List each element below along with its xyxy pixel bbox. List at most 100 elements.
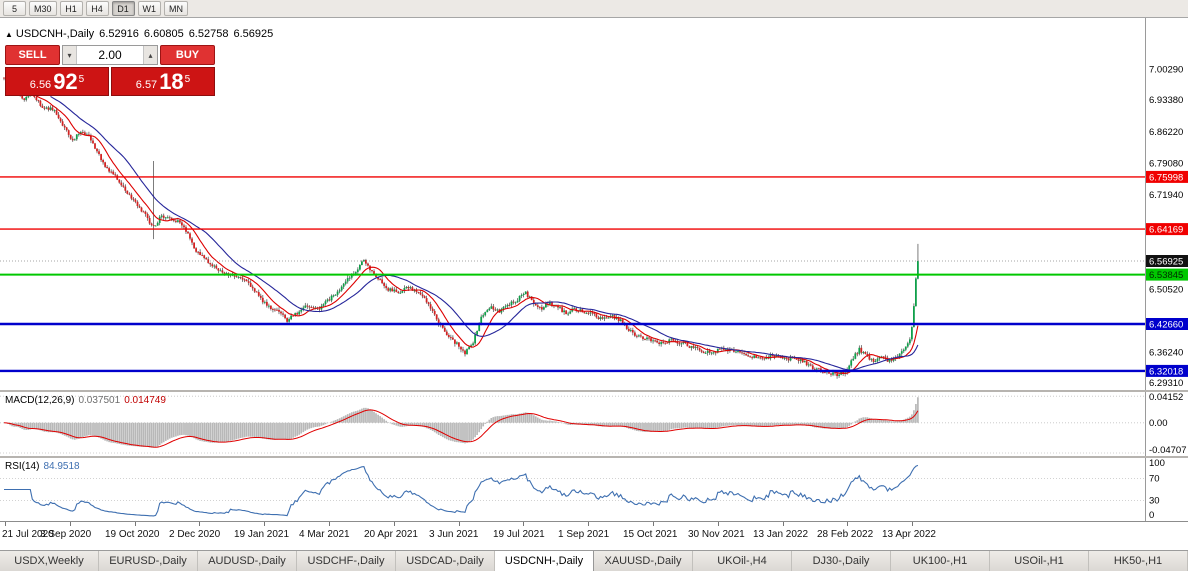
date-tick	[459, 522, 460, 526]
buy-button[interactable]: BUY	[160, 45, 215, 65]
tab-ukoil-h4[interactable]: UKOil-,H4	[693, 551, 792, 571]
macd-name: MACD(12,26,9)	[5, 395, 75, 406]
volume-increase-icon[interactable]: ▴	[143, 46, 157, 64]
price-axis-tick: 6.79080	[1149, 158, 1183, 169]
price-level-badge	[1146, 364, 1188, 377]
price-level-badge	[1146, 170, 1188, 183]
date-tick	[718, 522, 719, 526]
price-level-badge	[1146, 223, 1188, 236]
rsi-name: RSI(14)	[5, 461, 40, 472]
trade-prices-row: 6.56 92 5 6.57 18 5	[5, 67, 217, 96]
volume-stepper: ▾ ▴	[62, 45, 158, 65]
date-label: 1 Sep 2021	[558, 529, 610, 540]
macd-signal-line	[3, 409, 919, 448]
date-label: 4 Mar 2021	[299, 529, 350, 540]
price-axis-tick: 6.86220	[1149, 127, 1183, 138]
tab-uk100-h1[interactable]: UK100-,H1	[891, 551, 990, 571]
rsi-axis-label: 70	[1149, 474, 1160, 485]
tab-usdcad-daily[interactable]: USDCAD-,Daily	[396, 551, 495, 571]
buy-price-pip-digit: 5	[184, 74, 191, 85]
main-price-chart[interactable]: 7.00290 6.93380 6.86220 6.79080 6.71940 6.505…	[0, 18, 1188, 390]
tab-usdchf-daily[interactable]: USDCHF-,Daily	[297, 551, 396, 571]
ohlc-close: 6.56925	[233, 28, 274, 40]
macd-histogram	[5, 397, 919, 448]
tab-usoil-h1[interactable]: USOil-,H1	[990, 551, 1089, 571]
tab-dj30-daily[interactable]: DJ30-,Daily	[792, 551, 891, 571]
date-tick	[264, 522, 265, 526]
price-chart-canvas[interactable]: 7.00290 6.93380 6.86220 6.79080 6.71940 6.505…	[0, 18, 1188, 390]
rsi-line	[4, 464, 919, 517]
macd-axis-label: 0.04152	[1149, 392, 1183, 403]
date-label: 21 Jul 2020	[2, 529, 54, 540]
date-label: 28 Feb 2022	[817, 529, 874, 540]
date-tick	[199, 522, 200, 526]
ohlc-high: 6.60805	[143, 28, 184, 40]
date-tick	[783, 522, 784, 526]
date-label: 19 Jan 2021	[234, 529, 290, 540]
price-level-badge-label: 6.75998	[1149, 172, 1183, 183]
tab-eurusd-daily[interactable]: EURUSD-,Daily	[99, 551, 198, 571]
price-level-badge	[1146, 268, 1188, 281]
date-label: 19 Jul 2021	[493, 529, 545, 540]
price-level-badge-label: 6.53845	[1149, 270, 1183, 281]
price-axis-tick: 6.93380	[1149, 95, 1183, 106]
timeframe-button-h4[interactable]: H4	[85, 1, 109, 16]
rsi-indicator-panel[interactable]: 100 70 30 0 RSI(14) 84.9518	[0, 456, 1188, 521]
tab-usdcnh-daily[interactable]: USDCNH-,Daily	[495, 551, 594, 571]
date-label: 20 Apr 2021	[364, 529, 418, 540]
price-level-badge	[1146, 318, 1188, 330]
macd-axis-label: -0.04707	[1149, 445, 1187, 456]
price-level-badge-label: 6.64169	[1149, 225, 1183, 236]
buy-price-big-digits: 18	[159, 69, 184, 94]
rsi-axis-label: 30	[1149, 496, 1160, 507]
sell-button[interactable]: SELL	[5, 45, 60, 65]
timeframe-button-d1[interactable]: D1	[111, 1, 135, 16]
timeframe-button-w1[interactable]: W1	[137, 1, 162, 16]
timeframe-button-5[interactable]: 5	[3, 1, 26, 16]
tab-audusd-daily[interactable]: AUDUSD-,Daily	[198, 551, 297, 571]
price-level-badge-label: 6.32018	[1149, 366, 1183, 377]
tab-usdx-weekly[interactable]: USDX,Weekly	[0, 551, 99, 571]
time-axis[interactable]: 21 Jul 2020 3 Sep 2020 19 Oct 2020 2 Dec 20…	[0, 521, 1188, 550]
symbol-marker-icon: ▲	[5, 30, 13, 39]
timeframe-button-h1[interactable]: H1	[59, 1, 83, 16]
date-tick	[653, 522, 654, 526]
macd-canvas[interactable]: 0.04152 0.00 -0.04707	[0, 392, 1188, 456]
price-axis-tick: 6.29310	[1149, 378, 1183, 389]
date-tick	[847, 522, 848, 526]
ma-fast-line	[21, 88, 919, 374]
tab-xauusd-daily[interactable]: XAUUSD-,Daily	[594, 551, 693, 571]
date-label: 30 Nov 2021	[688, 529, 745, 540]
price-axis-tick: 6.36240	[1149, 347, 1183, 358]
candles-layer	[3, 77, 919, 379]
date-tick	[329, 522, 330, 526]
date-label: 13 Apr 2022	[882, 529, 936, 540]
volume-decrease-icon[interactable]: ▾	[63, 46, 77, 64]
date-tick	[523, 522, 524, 526]
date-tick	[135, 522, 136, 526]
price-axis-tick: 6.71940	[1149, 190, 1183, 201]
date-tick	[394, 522, 395, 526]
date-label: 19 Oct 2020	[105, 529, 160, 540]
timeframe-toolbar: 5 M30 H1 H4 D1 W1 MN	[0, 0, 1188, 18]
timeframe-button-mn[interactable]: MN	[164, 1, 189, 16]
ohlc-low: 6.52758	[188, 28, 229, 40]
price-level-badge	[1146, 255, 1188, 267]
macd-indicator-panel[interactable]: 0.04152 0.00 -0.04707 MACD(12,26,9) 0.03750…	[0, 390, 1188, 456]
date-label: 2 Dec 2020	[169, 529, 221, 540]
date-tick	[5, 522, 6, 526]
rsi-axis-label: 0	[1149, 510, 1154, 521]
volume-input[interactable]	[77, 46, 143, 64]
buy-price-display[interactable]: 6.57 18 5	[111, 67, 215, 96]
date-label: 13 Jan 2022	[753, 529, 809, 540]
ma-slow-line	[50, 95, 919, 371]
date-label: 3 Sep 2020	[40, 529, 92, 540]
sell-price-display[interactable]: 6.56 92 5	[5, 67, 109, 96]
tab-hk50-h1[interactable]: HK50-,H1	[1089, 551, 1188, 571]
sell-price-prefix: 6.56	[29, 79, 52, 91]
sell-price-big-digits: 92	[53, 69, 78, 94]
rsi-canvas[interactable]: 100 70 30 0	[0, 458, 1188, 521]
timeframe-button-m30[interactable]: M30	[29, 1, 57, 16]
